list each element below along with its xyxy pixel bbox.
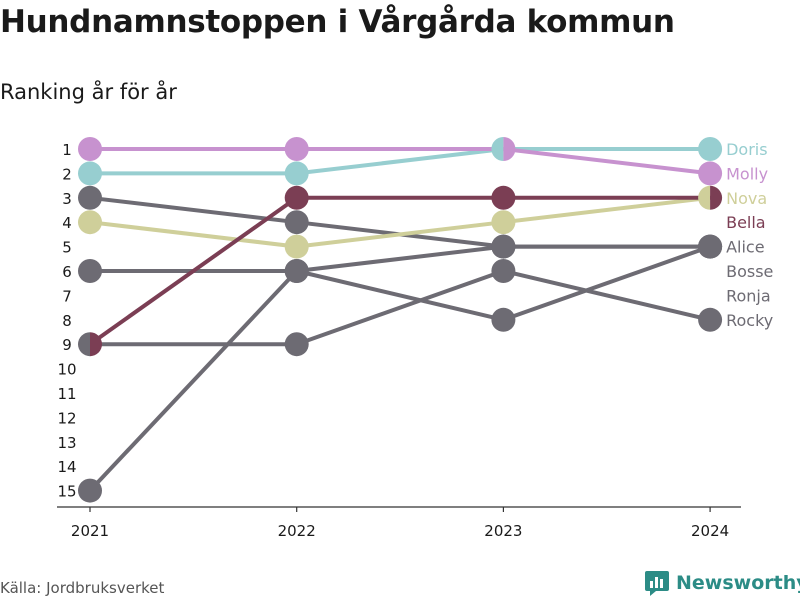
point-bella-2021 [90, 332, 102, 357]
point-bosse-2023 [491, 307, 516, 332]
point-molly-2021 [78, 137, 102, 161]
point-molly-2024 [698, 161, 723, 186]
point-nova-2024 [698, 185, 711, 210]
point-molly-2022 [284, 137, 309, 161]
series-line-bella [88, 195, 713, 347]
point-bella-2022 [284, 185, 309, 210]
brand-logo[interactable]: Newsworthy [644, 570, 800, 596]
x-axis: 2021 2022 2023 2024 [57, 506, 741, 540]
point-doris-2024 [698, 137, 723, 161]
point-doris-2023 [491, 137, 504, 161]
x-tick-label-2024: 2024 [691, 522, 729, 540]
series-label-doris: Doris [726, 140, 767, 159]
series-line-doris [88, 147, 713, 176]
y-tick-label-9: 9 [62, 336, 72, 354]
y-tick-label-5: 5 [62, 239, 72, 257]
series-label-nova: Nova [726, 189, 767, 208]
point-molly-2023 [503, 137, 516, 161]
series-label-molly: Molly [726, 164, 768, 183]
y-tick-label-6: 6 [62, 263, 72, 281]
newsworthy-logo-icon [645, 571, 669, 596]
y-tick-label-4: 4 [62, 214, 72, 232]
point-nova-2021 [78, 210, 102, 235]
series-label-ronja: Ronja [726, 286, 771, 305]
chart-title: Hundnamnstoppen i Vårgårda kommun [0, 4, 675, 40]
point-nova-2022 [284, 234, 309, 259]
series-label-rocky: Rocky [726, 311, 773, 330]
point-bella-2024 [710, 185, 723, 210]
series-line-nova [88, 195, 713, 249]
series-label-alice: Alice [726, 238, 764, 257]
point-alice-2022 [284, 210, 309, 235]
y-tick-label-13: 13 [57, 434, 76, 452]
series-line-molly [88, 147, 713, 176]
series-label-bosse: Bosse [726, 262, 773, 281]
y-tick-label-8: 8 [62, 312, 72, 330]
y-tick-label-12: 12 [57, 409, 76, 427]
point-doris-2022 [284, 161, 309, 186]
source-note: Källa: Jordbruksverket [0, 579, 165, 597]
series-lines [88, 147, 713, 493]
y-tick-label-1: 1 [62, 141, 72, 159]
point-alice-2021 [78, 185, 102, 210]
y-tick-label-3: 3 [62, 190, 72, 208]
y-tick-label-7: 7 [62, 287, 72, 305]
y-tick-label-15: 15 [57, 483, 76, 501]
chart-subtitle: Ranking år för år [0, 80, 177, 104]
point-ronja-2023 [491, 234, 516, 259]
x-tick-label-2021: 2021 [71, 522, 109, 540]
point-doris-2021 [78, 161, 102, 186]
point-nova-2023 [491, 210, 516, 235]
series-end-labels: Doris Molly Nova Bella Alice Bosse Ronja Rocky [726, 140, 773, 330]
y-tick-label-10: 10 [57, 361, 76, 379]
point-ronja-2021 [78, 478, 102, 503]
series-points [78, 137, 723, 503]
point-rocky-2024 [698, 307, 723, 332]
point-rocky-2021 [78, 332, 90, 357]
y-tick-label-11: 11 [57, 385, 76, 403]
point-bosse-2021 [78, 259, 102, 283]
x-tick-label-2023: 2023 [484, 522, 522, 540]
series-line-ronja [88, 244, 713, 493]
point-bella-2023 [491, 185, 516, 210]
series-label-bella: Bella [726, 213, 766, 232]
x-tick-label-2022: 2022 [278, 522, 316, 540]
point-ronja-2024 [698, 234, 723, 259]
brand-name: Newsworthy [676, 572, 800, 594]
y-tick-label-2: 2 [62, 165, 72, 183]
point-rocky-2023 [491, 259, 516, 283]
series-line-alice [88, 195, 713, 249]
point-ronja-2022 [284, 259, 309, 283]
y-tick-label-14: 14 [57, 458, 76, 476]
series-line-rocky [88, 269, 713, 347]
point-rocky-2022 [284, 332, 309, 357]
